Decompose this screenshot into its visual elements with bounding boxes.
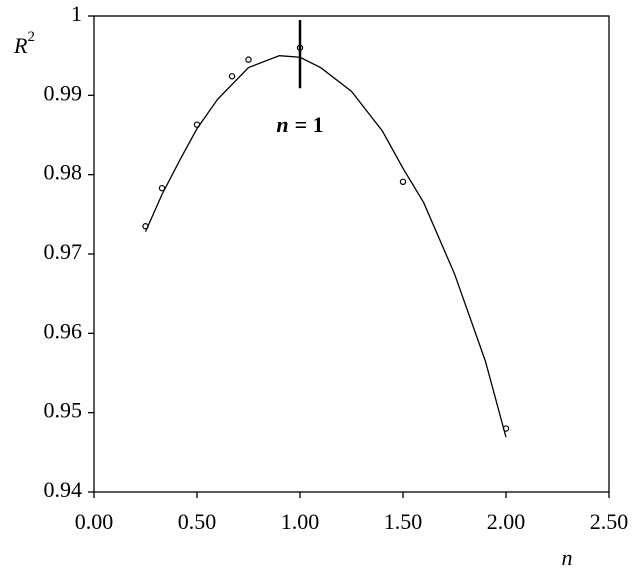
y-tick-label: 0.99: [44, 80, 83, 105]
x-tick-label: 1.50: [384, 509, 423, 534]
plot-frame: [93, 15, 610, 493]
y-tick-label: 1: [71, 1, 82, 26]
data-point: [228, 73, 236, 80]
x-axis-label: n: [562, 545, 573, 570]
y-tick-label: 0.98: [44, 160, 83, 185]
x-tick-label: 0.00: [75, 509, 114, 534]
y-tick-label: 0.95: [44, 398, 83, 423]
y-label-text: R: [13, 33, 28, 58]
x-tick-label: 2.50: [590, 509, 629, 534]
x-tick-label: 2.00: [487, 509, 526, 534]
y-tick-label: 0.97: [44, 239, 83, 264]
y-tick-label: 0.96: [44, 318, 83, 343]
data-point: [399, 178, 407, 186]
annotation: n = 1: [276, 112, 323, 137]
y-tick-label: 0.94: [44, 477, 83, 502]
fit-line: [144, 55, 507, 438]
x-tick-label: 0.50: [178, 509, 217, 534]
annotation-variable: n: [276, 112, 288, 137]
y-label-sup: 2: [27, 29, 35, 45]
y-axis-label: R2: [13, 29, 35, 58]
data-point: [245, 56, 252, 63]
x-tick-label: 1.00: [281, 509, 320, 534]
annotation-text: = 1: [295, 112, 324, 137]
